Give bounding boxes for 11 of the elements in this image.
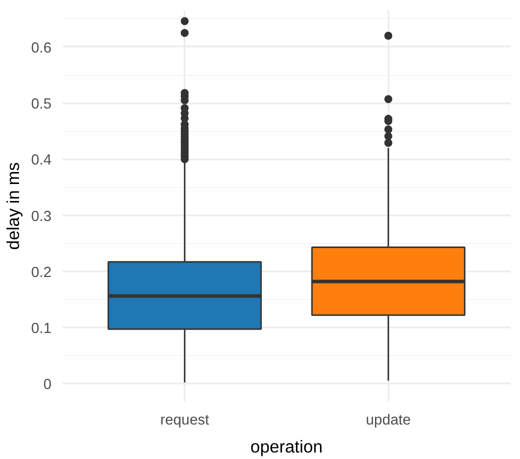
y-tick-label: 0.1	[31, 320, 52, 337]
y-tick-label: 0.2	[31, 264, 52, 281]
y-tick-label: 0.6	[31, 40, 52, 56]
y-axis-title: delay in ms	[3, 162, 24, 250]
x-tick-label: update	[366, 412, 411, 428]
x-axis-title: operation	[250, 436, 323, 456]
x-tick-label: request	[160, 412, 210, 428]
y-tick-label: 0.3	[31, 208, 52, 225]
y-tick-label: 0.4	[31, 152, 52, 169]
y-tick-label: 0.5	[31, 96, 52, 113]
y-tick-label: 0	[43, 377, 52, 394]
